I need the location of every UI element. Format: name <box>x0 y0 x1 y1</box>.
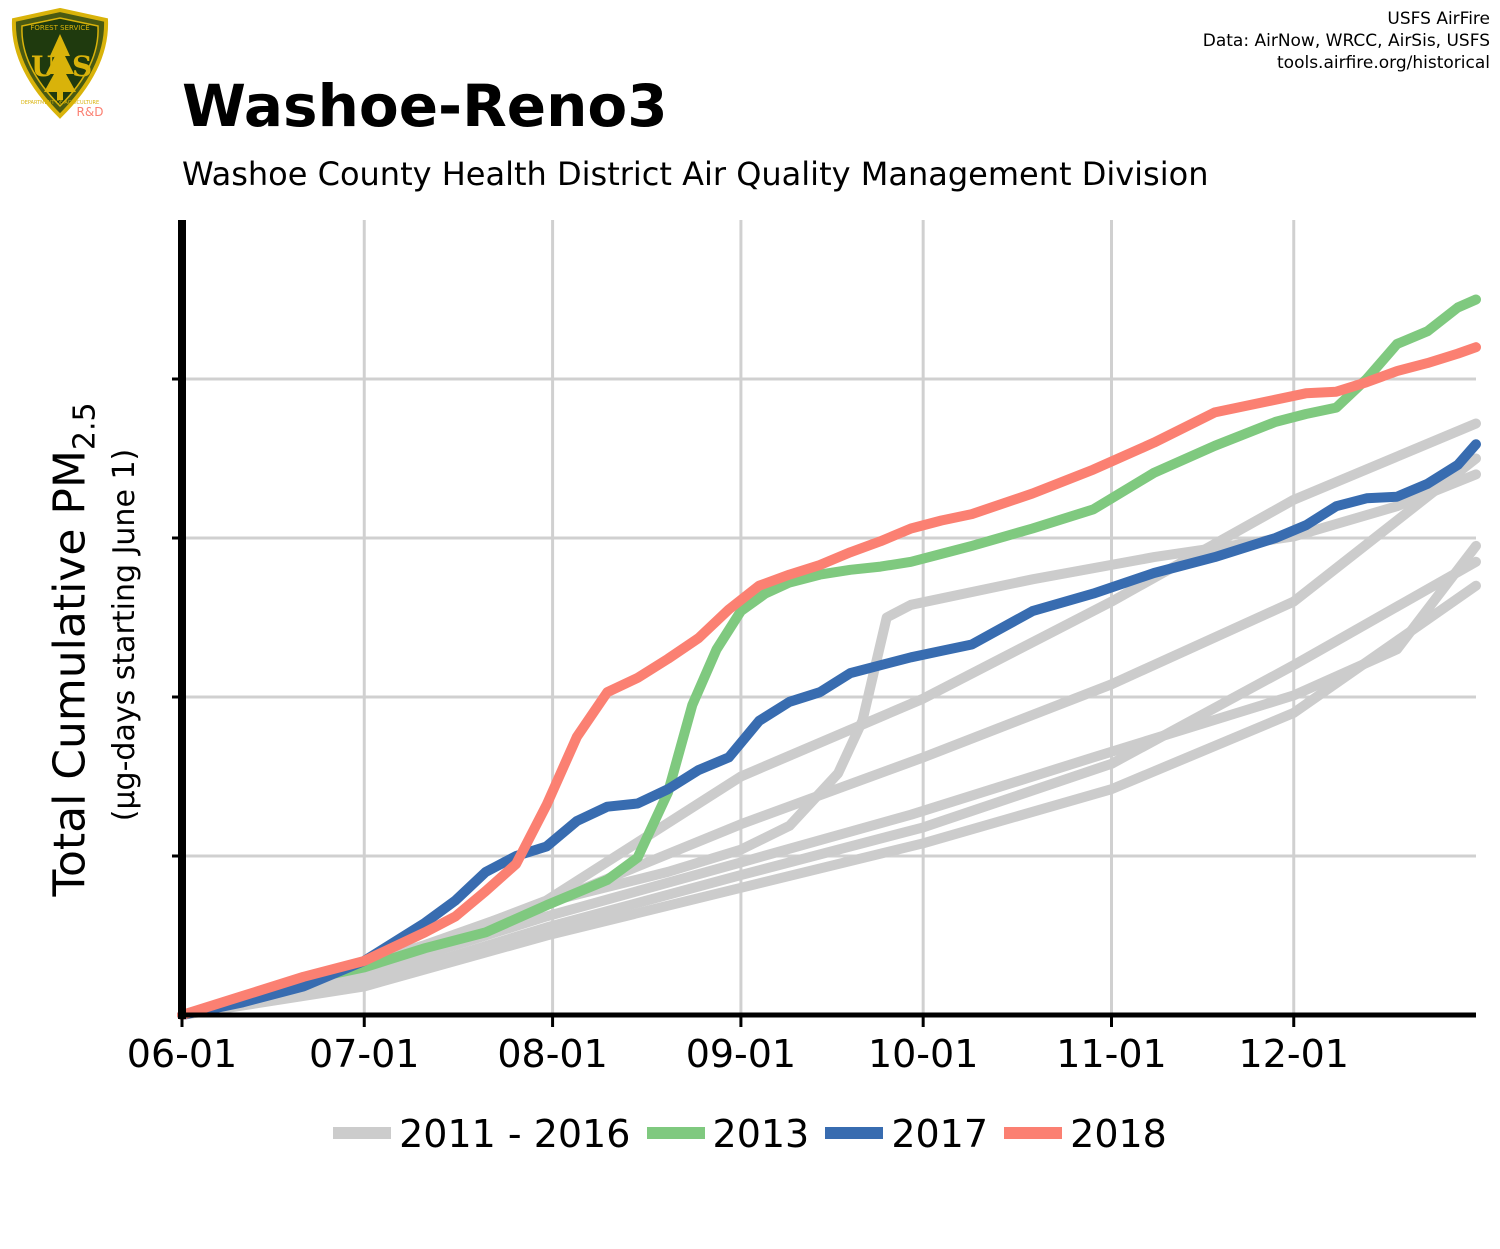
legend-swatch <box>1004 1126 1063 1139</box>
chart-canvas: 06-01 07-01 08-01 09-01 10-01 11-01 12-01 <box>127 220 1481 1076</box>
legend: 2011 - 2016 2013 2017 2018 <box>0 1112 1500 1156</box>
credit-line: USFS AirFire <box>1387 9 1490 29</box>
series-lines <box>177 294 1481 1020</box>
series-line-2013 <box>177 294 1481 1020</box>
logo-bottom-text: DEPARTMENT OF AGRICULTURE <box>21 100 99 106</box>
series-line-2011-2016 <box>177 556 1481 1020</box>
legend-item-2013: 2013 <box>646 1112 810 1156</box>
credit-line: Data: AirNow, WRCC, AirSis, USFS <box>1202 31 1490 51</box>
axes <box>172 220 1476 1019</box>
legend-item-2011-2016: 2011 - 2016 <box>333 1112 630 1156</box>
credit-line: tools.airfire.org/historical <box>1277 53 1490 73</box>
legend-label: 2017 <box>891 1112 989 1156</box>
logo-badge: R&D <box>77 105 104 119</box>
credits-block: USFS AirFire Data: AirNow, WRCC, AirSis,… <box>1203 8 1490 74</box>
legend-swatch <box>333 1126 392 1139</box>
logo-letter-s: S <box>72 50 92 83</box>
legend-swatch <box>646 1126 705 1139</box>
grid-lines <box>182 220 1476 1015</box>
x-tick-labels: 06-01 07-01 08-01 09-01 10-01 11-01 12-01 <box>127 1015 1349 1076</box>
chart-subtitle: Washoe County Health District Air Qualit… <box>182 155 1209 193</box>
series-line-2018 <box>177 342 1481 1020</box>
x-tick-label: 11-01 <box>1056 1032 1166 1076</box>
x-tick-label: 09-01 <box>686 1032 796 1076</box>
x-tick-label: 06-01 <box>127 1032 237 1076</box>
logo-top-text: FOREST SERVICE <box>30 24 89 32</box>
legend-label: 2013 <box>712 1112 810 1156</box>
tree-icon <box>44 34 76 92</box>
legend-label: 2018 <box>1070 1112 1167 1156</box>
legend-item-2017: 2017 <box>825 1112 988 1156</box>
x-tick-label: 10-01 <box>868 1032 978 1076</box>
usfs-logo: U S FOREST SERVICE DEPARTMENT OF AGRICUL… <box>11 8 109 119</box>
legend-swatch <box>825 1126 884 1139</box>
x-tick-label: 08-01 <box>497 1032 607 1076</box>
x-tick-label: 12-01 <box>1239 1032 1349 1076</box>
legend-item-2018: 2018 <box>1004 1112 1167 1156</box>
legend-label: 2011 - 2016 <box>399 1112 631 1156</box>
logo-letter-u: U <box>31 50 55 83</box>
series-line-2017 <box>177 439 1481 1020</box>
x-tick-label: 07-01 <box>309 1032 419 1076</box>
series-line-2011-2016 <box>177 469 1481 1020</box>
chart-title: Washoe-Reno3 <box>182 72 668 140</box>
